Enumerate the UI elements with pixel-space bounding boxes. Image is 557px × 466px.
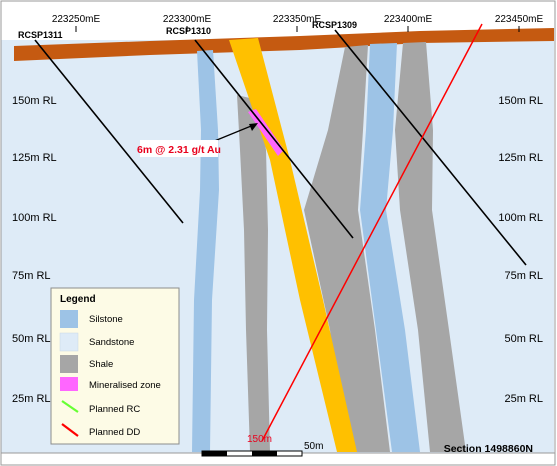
- rl-label-right: 75m RL: [504, 270, 543, 282]
- rl-label-right: 125m RL: [498, 152, 543, 164]
- shale-unit-central: [304, 45, 390, 452]
- drillhole-label-rcsp1311: RCSP1311: [18, 30, 63, 40]
- drillhole-label-rcsp1310: RCSP1310: [166, 26, 211, 36]
- scale-label: 50m: [304, 441, 323, 452]
- easting-label: 223250mE: [52, 14, 101, 25]
- legend-swatch-silstone: [60, 310, 78, 328]
- section-label: Section 1498860N: [444, 443, 533, 455]
- shale-unit-west: [237, 95, 270, 452]
- drillhole-label-rcsp1309: RCSP1309: [312, 20, 357, 30]
- drillhole-trace-rcsp1310: [194, 39, 354, 239]
- drillhole-trace-rcsp1309: [334, 29, 527, 266]
- easting-label: 223350mE: [273, 14, 322, 25]
- rl-label-left: 25m RL: [12, 393, 51, 405]
- legend-swatch-sandstone: [59, 332, 79, 352]
- legend-swatch-mineralised: [60, 377, 78, 391]
- drillhole-trace-rcsp1311: [34, 39, 184, 224]
- legend-label-planned-dd: Planned DD: [89, 427, 140, 438]
- topsoil-layer: [14, 28, 554, 61]
- shale-unit-east: [395, 42, 466, 452]
- rl-label-left: 125m RL: [12, 152, 57, 164]
- rl-label-left: 150m RL: [12, 95, 57, 107]
- legend-label-silstone: Silstone: [89, 314, 123, 325]
- rl-label-right: 150m RL: [498, 95, 543, 107]
- easting-label: 223400mE: [384, 14, 433, 25]
- intercept-label-box: [140, 140, 218, 157]
- rl-label-right: 100m RL: [498, 212, 543, 224]
- intercept-label: 6m @ 2.31 g/t Au: [137, 144, 221, 156]
- scale-bar: [201, 450, 303, 457]
- scale-bar-segment: [202, 451, 227, 456]
- legend-title: Legend: [60, 294, 96, 305]
- legend-label-planned-rc: Planned RC: [89, 404, 140, 415]
- easting-ticks: [75, 26, 520, 32]
- rl-label-left: 75m RL: [12, 270, 51, 282]
- easting-label: 223450mE: [495, 14, 544, 25]
- legend-label-shale: Shale: [89, 359, 113, 370]
- legend-line-planned-rc: [61, 400, 79, 413]
- intercept-arrowhead-icon: [249, 123, 258, 131]
- intercept-leader-line: [211, 123, 257, 143]
- legend-label-sandstone: Sandstone: [89, 337, 134, 348]
- mineralised-zone: [248, 109, 284, 156]
- ore-body: [229, 38, 357, 452]
- legend-label-mineralised: Mineralised zone: [89, 380, 161, 391]
- rl-label-right: 50m RL: [504, 333, 543, 345]
- rl-label-right: 25m RL: [504, 393, 543, 405]
- planned-dd-trace: [261, 23, 483, 442]
- legend-swatch-shale: [60, 355, 78, 373]
- scale-bar-segment: [252, 451, 277, 456]
- planned-dd-depth-label: 150m: [247, 434, 272, 445]
- easting-label: 223300mE: [163, 14, 212, 25]
- legend: Legend Silstone Sandstone Shale Minerali…: [50, 287, 180, 445]
- legend-line-planned-dd: [61, 423, 79, 437]
- silstone-unit-east: [360, 43, 420, 452]
- rl-label-left: 100m RL: [12, 212, 57, 224]
- rl-label-left: 50m RL: [12, 333, 51, 345]
